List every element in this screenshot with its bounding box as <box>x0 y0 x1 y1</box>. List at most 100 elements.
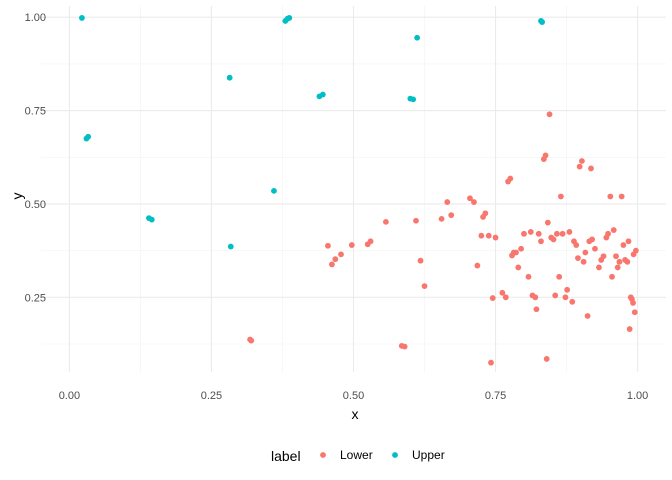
data-point <box>227 243 234 250</box>
data-point <box>485 232 492 239</box>
x-tick-label: 0.00 <box>59 390 80 402</box>
data-point <box>488 359 494 366</box>
data-point <box>79 15 85 21</box>
data-point <box>546 111 553 118</box>
y-axis-ticks: 0.25 0.50 0.75 1.00 <box>25 12 46 304</box>
data-point <box>444 199 451 205</box>
data-point <box>85 133 92 140</box>
x-axis-ticks: 0.00 0.25 0.50 0.75 1.00 <box>59 390 649 402</box>
data-point <box>521 230 527 237</box>
data-point <box>624 258 631 265</box>
data-point <box>401 343 408 350</box>
legend-label-upper: Upper <box>412 448 445 462</box>
data-point <box>616 258 623 265</box>
data-point <box>533 306 540 313</box>
data-point <box>329 261 335 268</box>
data-point <box>630 300 636 306</box>
data-point <box>582 249 589 256</box>
data-point <box>600 253 607 260</box>
data-point <box>535 230 542 237</box>
data-point <box>271 187 277 194</box>
data-point <box>576 163 583 170</box>
data-point <box>625 238 632 245</box>
data-point <box>539 19 546 25</box>
data-point <box>618 193 625 200</box>
data-point <box>518 245 525 252</box>
data-point <box>557 193 564 200</box>
y-axis-title: y <box>9 193 25 200</box>
data-point <box>448 212 455 219</box>
data-point <box>248 337 255 344</box>
data-point <box>609 273 615 280</box>
data-point <box>620 242 627 248</box>
data-point <box>631 309 638 316</box>
series-lower <box>247 111 639 366</box>
x-tick-label: 0.75 <box>485 390 506 402</box>
data-point <box>421 283 428 290</box>
data-point <box>632 247 639 254</box>
x-tick-label: 0.25 <box>201 390 222 402</box>
x-tick-label: 0.50 <box>343 390 364 402</box>
legend-label-lower: Lower <box>340 448 373 462</box>
data-point <box>478 232 485 239</box>
data-point <box>348 242 355 248</box>
data-point <box>569 298 576 305</box>
data-point <box>499 289 506 296</box>
legend-key-upper <box>392 452 398 458</box>
data-point <box>507 175 514 182</box>
data-point <box>562 294 569 301</box>
y-tick-label: 0.75 <box>25 106 46 118</box>
data-point <box>338 251 344 258</box>
data-point <box>482 210 489 217</box>
data-point <box>414 34 421 41</box>
data-point <box>596 264 602 271</box>
data-point <box>492 234 499 241</box>
data-point <box>467 195 473 202</box>
data-point <box>589 236 596 243</box>
data-point <box>588 165 594 172</box>
data-point <box>544 219 551 226</box>
data-point <box>626 326 633 332</box>
data-point <box>573 242 580 248</box>
data-point <box>471 199 477 205</box>
data-point <box>382 218 389 225</box>
data-point <box>474 262 481 269</box>
data-point <box>543 356 550 362</box>
data-point <box>605 230 611 237</box>
data-point <box>564 286 571 293</box>
data-point <box>417 257 424 264</box>
data-point <box>513 249 519 256</box>
data-point <box>332 256 339 263</box>
grid <box>41 6 666 372</box>
data-point <box>325 242 331 249</box>
data-point <box>592 245 598 252</box>
y-tick-label: 1.00 <box>25 12 46 24</box>
data-point <box>489 295 496 301</box>
data-point <box>502 294 509 301</box>
data-point <box>575 255 581 261</box>
data-point <box>566 229 573 235</box>
data-point <box>556 273 563 280</box>
y-tick-label: 0.50 <box>25 199 46 211</box>
data-point <box>552 292 559 299</box>
data-point <box>559 230 566 237</box>
data-point <box>538 238 544 245</box>
data-point <box>319 91 326 98</box>
data-point <box>542 152 549 159</box>
data-point <box>584 313 591 319</box>
data-point <box>367 238 374 245</box>
legend-title: label <box>271 448 301 464</box>
data-point <box>614 264 621 271</box>
x-axis-title: x <box>352 406 359 422</box>
data-point <box>607 193 614 200</box>
data-point <box>525 273 532 280</box>
data-point <box>554 230 560 237</box>
legend-key-lower <box>320 452 326 458</box>
data-point <box>515 264 522 271</box>
x-tick-label: 1.00 <box>627 390 648 402</box>
data-point <box>550 236 557 243</box>
y-tick-label: 0.25 <box>25 292 46 304</box>
legend: label Lower Upper <box>271 448 445 464</box>
points-layer <box>79 15 639 366</box>
